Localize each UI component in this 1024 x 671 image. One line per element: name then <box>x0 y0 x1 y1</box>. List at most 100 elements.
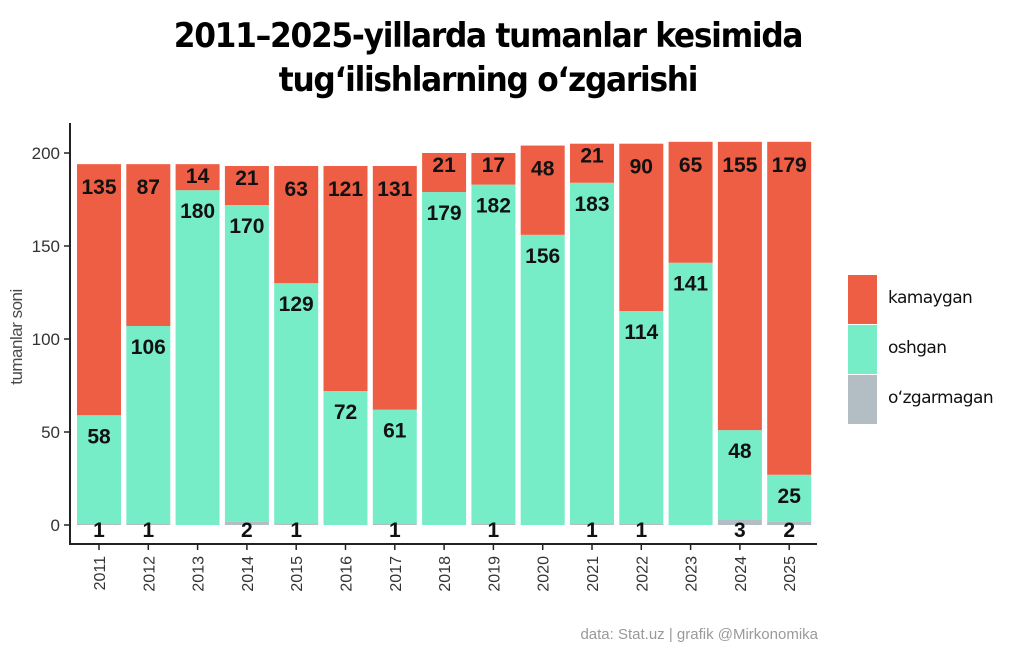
bar-segment-oshgan-2011 <box>77 415 121 524</box>
bar-segment-kamaygan-2019 <box>471 153 516 185</box>
bar-segment-ozgarmagan-2012 <box>126 523 171 525</box>
value-label-kamaygan-2018: 21 <box>432 154 456 177</box>
x-tick-label-2021: 2021 <box>585 556 602 592</box>
value-label-ozgarmagan-2025: 2 <box>783 519 795 542</box>
bar-segment-oshgan-2014 <box>224 205 269 522</box>
bar-segment-kamaygan-2016 <box>323 166 368 392</box>
bar-segment-oshgan-2025 <box>767 474 812 522</box>
x-tick-label-2025: 2025 <box>782 556 799 592</box>
x-tick-label-2012: 2012 <box>141 556 158 592</box>
legend-label: kamaygan <box>888 288 973 308</box>
value-label-kamaygan-2021: 21 <box>580 145 604 168</box>
x-tick-label-2016: 2016 <box>339 556 356 592</box>
x-tick-label-2020: 2020 <box>536 556 553 592</box>
legend-item-kamaygan: kamaygan <box>848 275 1024 325</box>
legend-item-oshgan: oshgan <box>848 325 1024 375</box>
value-label-kamaygan-2024: 155 <box>722 154 757 177</box>
x-tick-label-2023: 2023 <box>684 556 701 592</box>
value-label-ozgarmagan-2021: 1 <box>586 519 598 542</box>
bar-segment-kamaygan-2025 <box>767 141 812 475</box>
bar-segment-oshgan-2019 <box>471 184 516 524</box>
y-tick-label-50: 50 <box>41 423 60 442</box>
bar-segment-ozgarmagan-2021 <box>570 523 614 525</box>
legend-swatch-ozgarmagan <box>848 375 877 424</box>
bar-segment-kamaygan-2011 <box>77 164 121 416</box>
y-axis-label: tumanlar soni <box>7 289 26 385</box>
x-tick-label-2011: 2011 <box>92 556 109 591</box>
value-label-oshgan-2025: 25 <box>778 485 802 508</box>
value-label-oshgan-2022: 114 <box>624 321 658 344</box>
bar-segment-kamaygan-2022 <box>619 143 664 312</box>
bar-segment-oshgan-2020 <box>520 234 565 525</box>
value-label-oshgan-2019: 182 <box>476 195 511 218</box>
value-label-ozgarmagan-2024: 3 <box>734 519 746 542</box>
legend: kamaygan oshgan o‘zgarmagan <box>848 275 1024 425</box>
bar-segment-kamaygan-2023 <box>668 141 713 263</box>
bar-segment-oshgan-2018 <box>422 192 467 525</box>
value-label-ozgarmagan-2022: 1 <box>635 519 647 542</box>
value-label-kamaygan-2012: 87 <box>137 176 160 199</box>
value-label-ozgarmagan-2012: 1 <box>142 519 154 542</box>
value-label-kamaygan-2023: 65 <box>679 154 703 177</box>
bar-segment-oshgan-2021 <box>570 182 614 524</box>
value-label-kamaygan-2020: 48 <box>531 158 555 181</box>
value-label-oshgan-2020: 156 <box>525 245 560 268</box>
bars-layer <box>77 141 812 525</box>
bar-segment-kamaygan-2014 <box>224 166 269 206</box>
bar-segment-kamaygan-2015 <box>274 166 319 284</box>
x-tick-label-2015: 2015 <box>289 556 306 592</box>
x-tick-label-2017: 2017 <box>388 556 405 592</box>
value-labels-layer: 1581351106871801421702111296372121161131… <box>81 145 806 542</box>
bar-segment-oshgan-2022 <box>619 311 664 524</box>
x-tick-label-2014: 2014 <box>240 556 257 592</box>
y-tick-label-0: 0 <box>51 516 60 535</box>
bar-segment-ozgarmagan-2011 <box>77 523 121 525</box>
value-label-ozgarmagan-2017: 1 <box>389 519 401 542</box>
axes-layer: 2011 2012 2 0 1 3 2014 2015 2016 2017 2018 2019 2020… <box>32 123 817 592</box>
bar-segment-ozgarmagan-2019 <box>471 523 516 525</box>
value-label-ozgarmagan-2014: 2 <box>241 519 253 542</box>
value-label-ozgarmagan-2019: 1 <box>488 519 500 542</box>
bar-segment-oshgan-2023 <box>668 262 713 525</box>
bar-segment-kamaygan-2017 <box>372 166 417 410</box>
chart-title-line-1: 2011–2025-yillarda tumanlar kesimida <box>173 16 804 56</box>
bar-segment-kamaygan-2012 <box>126 164 171 326</box>
bar-segment-kamaygan-2018 <box>422 153 467 193</box>
bar-segment-oshgan-2015 <box>274 283 319 524</box>
bar-segment-kamaygan-2013 <box>175 164 220 191</box>
value-label-oshgan-2016: 72 <box>334 401 357 424</box>
x-tick-label-2019: 2019 <box>486 556 503 592</box>
bar-segment-kamaygan-2024 <box>717 141 762 431</box>
value-label-oshgan-2012: 106 <box>131 336 166 359</box>
bar-segment-ozgarmagan-2025 <box>767 521 812 525</box>
value-label-kamaygan-2019: 17 <box>482 154 505 177</box>
bar-segment-oshgan-2013 <box>175 190 220 525</box>
legend-swatch-kamaygan <box>848 275 877 324</box>
value-label-ozgarmagan-2011: 1 <box>93 519 105 542</box>
source-credit: data: Stat.uz | grafik @Mirkonomika <box>580 626 818 643</box>
y-tick-label-200: 200 <box>32 144 60 163</box>
value-label-oshgan-2015: 129 <box>279 293 314 316</box>
value-label-oshgan-2021: 183 <box>574 193 609 216</box>
value-label-oshgan-2024: 48 <box>728 440 752 463</box>
value-label-kamaygan-2014: 21 <box>235 167 259 190</box>
legend-label: oshgan <box>888 338 947 358</box>
bar-segment-ozgarmagan-2014 <box>224 521 269 525</box>
y-tick-label-150: 150 <box>32 237 60 256</box>
bar-segment-ozgarmagan-2022 <box>619 523 664 525</box>
value-label-kamaygan-2025: 179 <box>772 154 807 177</box>
value-label-kamaygan-2011: 135 <box>81 176 116 199</box>
value-label-kamaygan-2015: 63 <box>285 178 308 201</box>
bar-segment-oshgan-2012 <box>126 325 171 524</box>
bar-segment-kamaygan-2020 <box>520 145 565 235</box>
chart-title-line-2: tug‘ilishlarning o‘zgarishi <box>278 60 699 100</box>
bar-segment-ozgarmagan-2024 <box>717 519 762 525</box>
bar-segment-ozgarmagan-2017 <box>372 523 417 525</box>
value-label-oshgan-2014: 170 <box>229 215 264 238</box>
bar-segment-oshgan-2017 <box>372 409 417 524</box>
value-label-oshgan-2013: 180 <box>180 200 215 223</box>
value-label-oshgan-2011: 58 <box>87 425 111 448</box>
x-tick-label-2018: 2018 <box>437 556 454 592</box>
bar-segment-kamaygan-2021 <box>570 143 614 183</box>
